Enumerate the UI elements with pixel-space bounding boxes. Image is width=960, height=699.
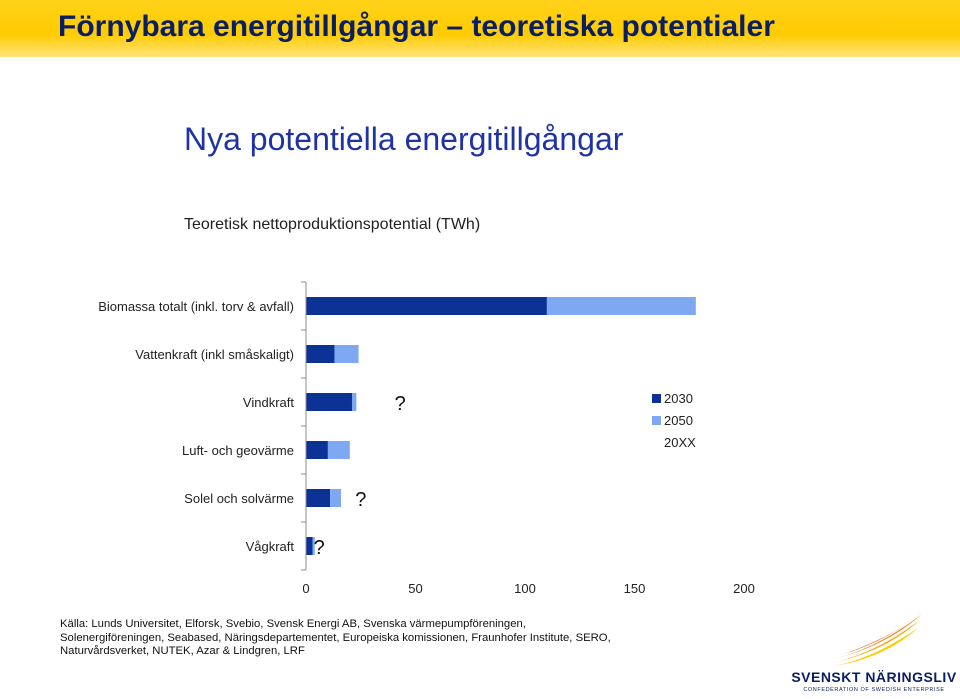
bar-2050-3 [327, 441, 350, 459]
category-label: Luft- och geovärme [182, 443, 294, 458]
legend-label: 2050 [664, 413, 693, 428]
category-label: Solel och solvärme [184, 491, 294, 506]
bar-2030-4 [306, 489, 331, 507]
slide-title: Förnybara energitillgångar – teoretiska … [58, 10, 775, 43]
legend-label: 2030 [664, 391, 693, 406]
y-axis [301, 281, 307, 571]
source-note: Källa: Lunds Universitet, Elforsk, Svebi… [60, 618, 611, 657]
bar-2050-1 [334, 345, 359, 363]
bar-2050-5 [312, 537, 315, 555]
chart-title: Teoretisk nettoproduktionspotential (TWh… [184, 216, 481, 233]
header-band [0, 0, 960, 57]
category-label: Biomassa totalt (inkl. torv & avfall) [98, 299, 294, 314]
x-tick-label: 200 [733, 581, 755, 596]
annotation-question-mark: ? [395, 393, 406, 415]
legend: 2030 2050 20XX [652, 391, 696, 450]
x-tick-label: 100 [514, 581, 536, 596]
bar-2030-0 [306, 297, 547, 315]
legend-label: 20XX [664, 435, 696, 450]
logo-name: SVENSKT NÄRINGSLIV [791, 669, 957, 685]
annotations: ??? [314, 393, 406, 559]
annotation-question-mark: ? [314, 537, 325, 559]
x-tick-label: 0 [302, 581, 309, 596]
bar-2050-4 [330, 489, 342, 507]
x-tick-label: 50 [408, 581, 422, 596]
category-label: Vågkraft [246, 539, 295, 554]
legend-swatch [652, 394, 661, 403]
legend-swatch [652, 438, 661, 447]
legend-swatch [652, 416, 661, 425]
category-label: Vindkraft [243, 395, 294, 410]
chart-heading: Nya potentiella energitillgångar [184, 121, 624, 157]
bar-2030-1 [306, 345, 335, 363]
x-tick-labels: 0 50 100 150 200 [302, 581, 754, 596]
flame-logo-icon [820, 612, 924, 668]
logo-tagline: CONFEDERATION OF SWEDISH ENTERPRISE [803, 687, 945, 693]
bar-2030-3 [306, 441, 328, 459]
bars [306, 297, 696, 555]
category-label: Vattenkraft (inkl småskaligt) [135, 347, 294, 362]
annotation-question-mark: ? [355, 489, 366, 511]
bar-2050-0 [546, 297, 696, 315]
bar-chart: Biomassa totalt (inkl. torv & avfall) Vat… [98, 281, 755, 596]
category-labels: Biomassa totalt (inkl. torv & avfall) Vat… [98, 299, 294, 554]
bar-2030-5 [306, 537, 313, 555]
logo: SVENSKT NÄRINGSLIV CONFEDERATION OF SWED… [790, 612, 960, 699]
x-tick-label: 150 [624, 581, 646, 596]
bar-2030-2 [306, 393, 352, 411]
bar-2050-2 [351, 393, 357, 411]
